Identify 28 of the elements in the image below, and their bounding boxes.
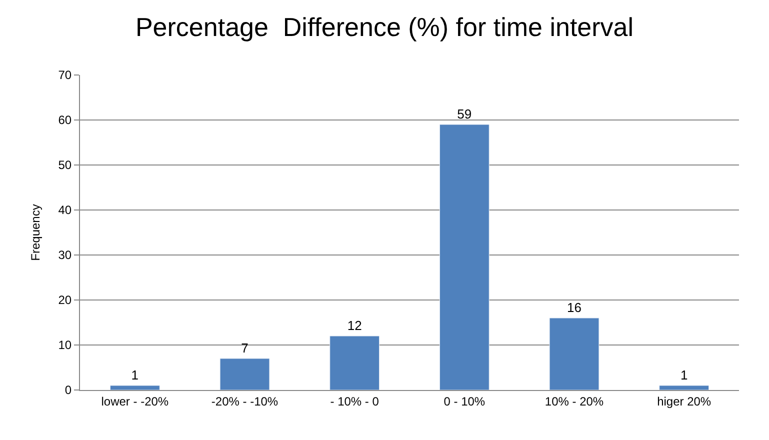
y-tick-label: 0 xyxy=(64,383,72,398)
y-tick-label: 40 xyxy=(58,203,72,218)
x-tick-label: lower - -20% xyxy=(101,394,169,408)
x-tick-label: 0 - 10% xyxy=(444,394,486,408)
y-tick-label: 20 xyxy=(58,293,72,308)
data-label: 59 xyxy=(457,106,472,122)
x-tick-label: -20% - -10% xyxy=(211,394,278,408)
data-label: 16 xyxy=(567,300,582,315)
y-tick-label: 70 xyxy=(58,68,72,82)
data-label: 1 xyxy=(680,368,688,382)
data-label: 1 xyxy=(131,368,139,382)
bar xyxy=(220,358,270,390)
x-tick-label: 10% - 20% xyxy=(544,394,604,408)
bar xyxy=(439,124,490,390)
y-tick-label: 60 xyxy=(58,113,72,128)
y-tick-label: 50 xyxy=(58,158,72,172)
bar xyxy=(549,318,600,390)
chart-title: Percentage Difference (%) for time interval xyxy=(135,12,634,42)
x-tick-label: higer 20% xyxy=(657,394,712,408)
bar xyxy=(330,336,380,390)
bar xyxy=(659,385,710,390)
x-tick-label: - 10% - 0 xyxy=(330,394,380,408)
bar xyxy=(110,385,160,390)
y-tick-label: 30 xyxy=(58,248,72,262)
data-label: 7 xyxy=(241,340,248,356)
y-axis-title: Frequency xyxy=(28,204,43,261)
y-tick-label: 10 xyxy=(58,338,72,352)
data-label: 12 xyxy=(347,318,362,333)
